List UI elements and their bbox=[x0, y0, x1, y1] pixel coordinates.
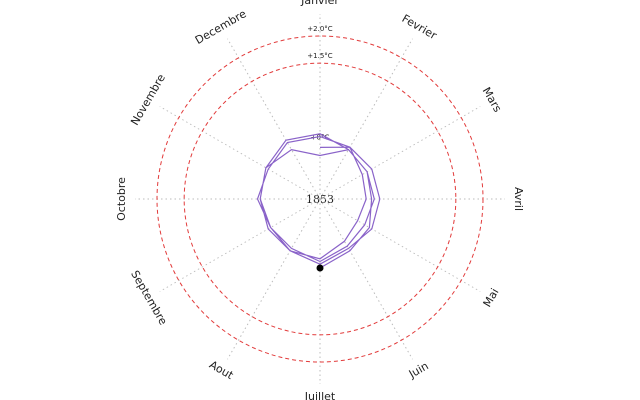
month-label: Septembre bbox=[128, 268, 170, 327]
month-label: Octobre bbox=[115, 177, 128, 221]
month-label: Mai bbox=[481, 286, 502, 309]
spoke bbox=[227, 38, 321, 200]
month-label: Juin bbox=[406, 359, 431, 381]
current-point bbox=[316, 264, 324, 272]
spoke bbox=[319, 38, 413, 200]
month-label: Decembre bbox=[193, 7, 249, 47]
spoke bbox=[159, 106, 321, 200]
ring-label: +1.5°C bbox=[307, 52, 332, 60]
spoke bbox=[159, 198, 321, 292]
spoke bbox=[319, 198, 481, 292]
ring-label: +2.0°C bbox=[307, 25, 332, 33]
month-label: Mars bbox=[480, 85, 505, 115]
month-label: Avril bbox=[512, 187, 525, 211]
month-label: Janvier bbox=[300, 0, 339, 7]
spoke bbox=[227, 198, 321, 360]
month-label: Aout bbox=[207, 358, 236, 382]
month-label: Novembre bbox=[128, 72, 168, 128]
reference-circle bbox=[156, 35, 484, 363]
ring-label: +0°C bbox=[311, 134, 330, 142]
month-label: Fevrier bbox=[400, 12, 440, 42]
spoke bbox=[319, 198, 413, 360]
spoke bbox=[319, 106, 481, 200]
month-label: Juillet bbox=[304, 390, 336, 400]
reference-circle bbox=[183, 62, 457, 336]
temperature-line bbox=[256, 133, 381, 269]
